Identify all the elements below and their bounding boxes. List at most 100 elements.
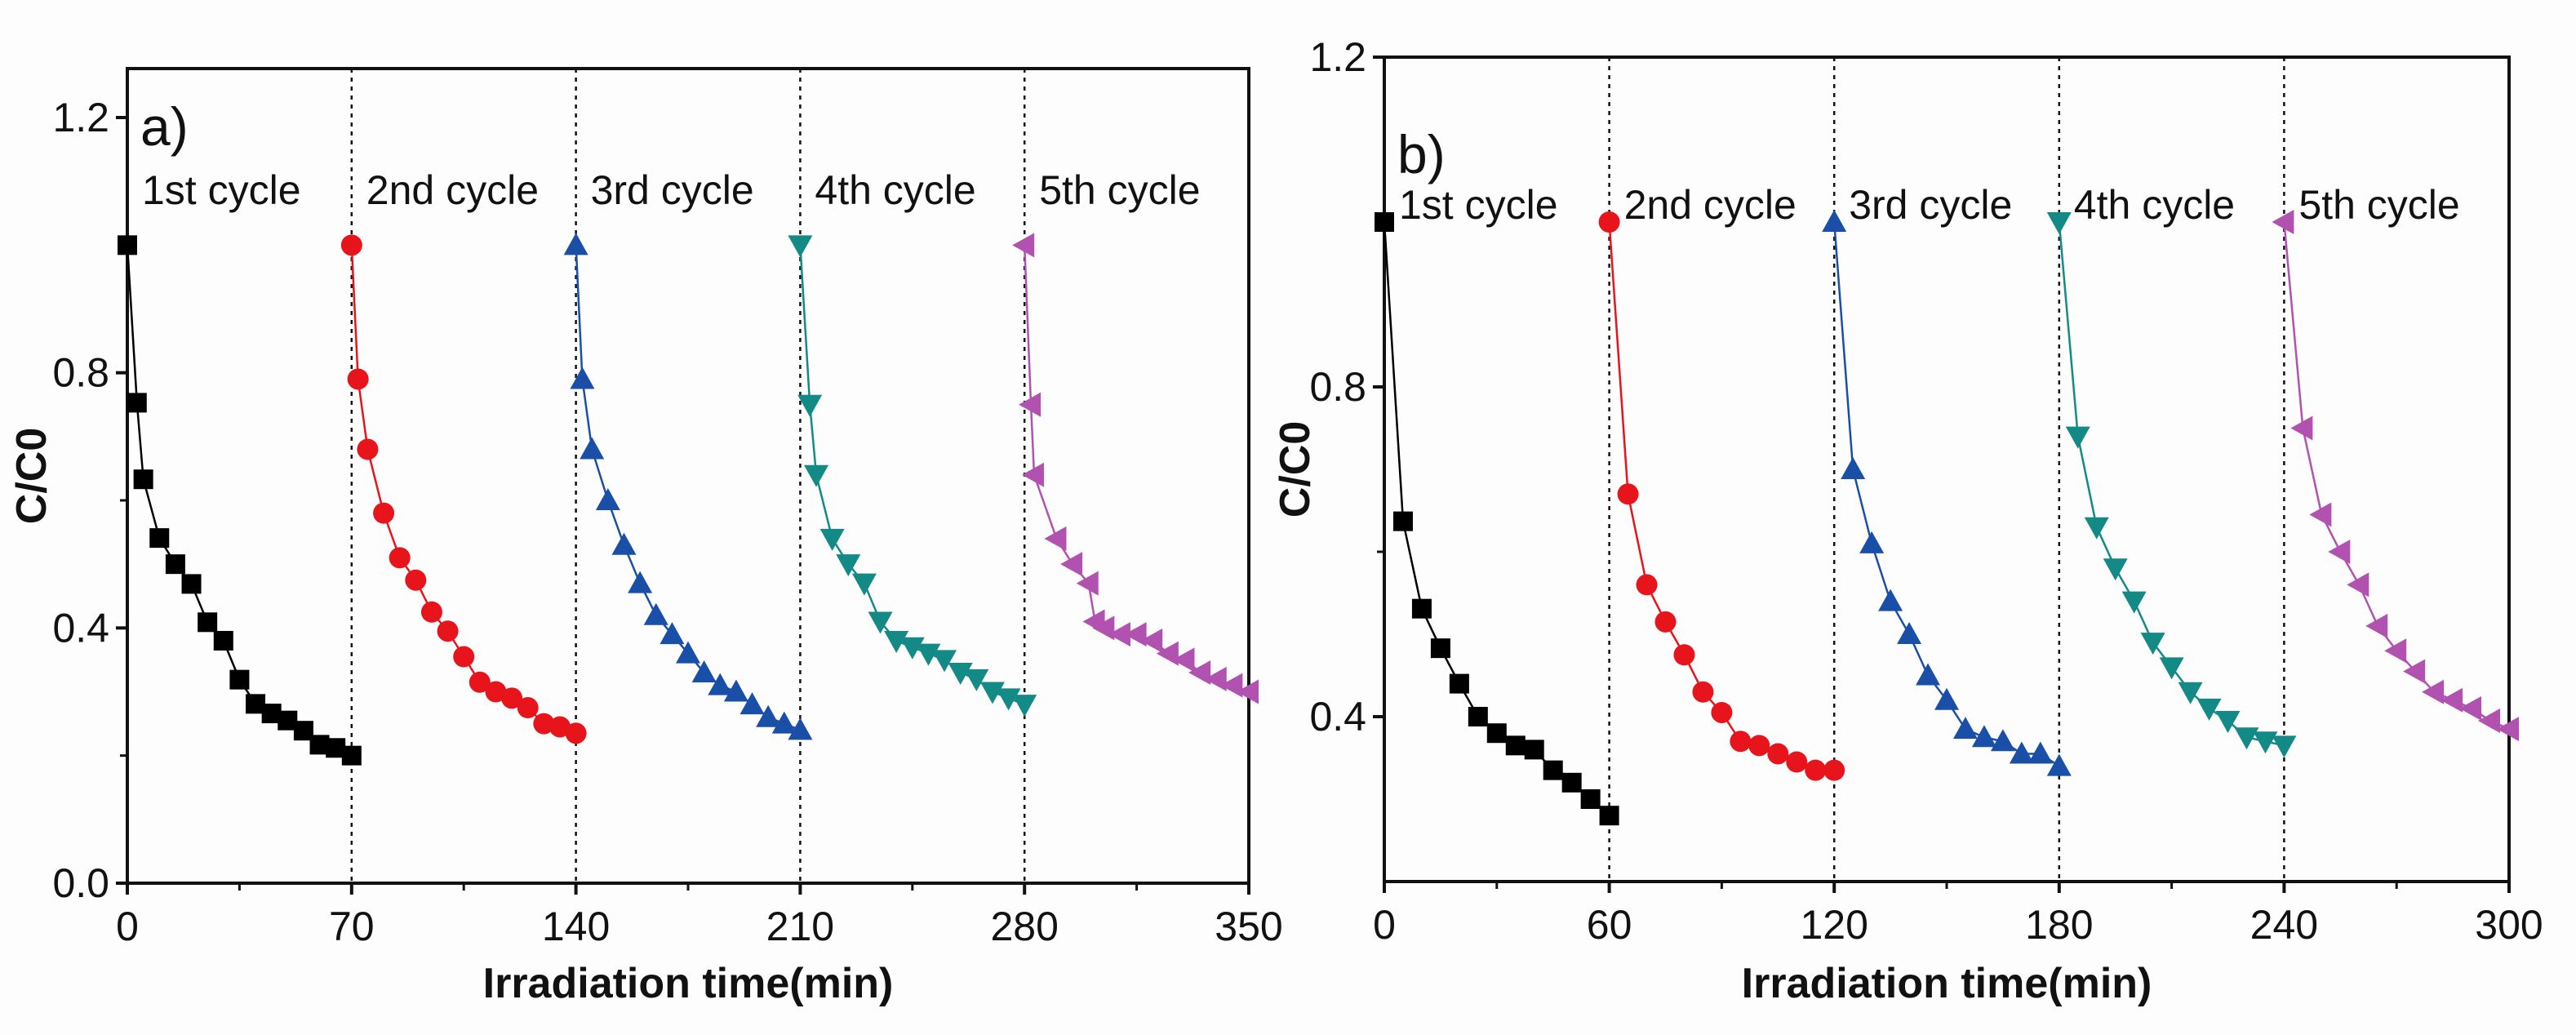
x-tick-label: 140 [542,904,610,949]
data-point-triangle-up [1934,687,1959,710]
y-tick-label: 1.2 [52,95,109,140]
y-tick-label: 0.4 [1309,694,1366,740]
data-point-triangle-up [708,673,733,695]
x-tick-label: 0 [1373,902,1396,948]
data-point-square [133,469,153,490]
data-point-triangle-up [691,660,717,683]
data-point-circle [1730,731,1752,753]
x-tick-label: 60 [1587,902,1632,948]
x-tick-label: 300 [2475,902,2543,948]
y-tick-label: 0.8 [52,350,109,396]
data-point-triangle-left [1140,628,1163,653]
data-point-triangle-down [804,464,829,487]
cycle-label: 2nd cycle [366,167,539,213]
data-point-triangle-down [2046,212,2072,234]
data-point-square [198,612,218,633]
data-point-square [341,745,362,766]
data-point-triangle-left [1076,571,1099,596]
series-4 [788,235,1037,717]
cycle-label: 3rd cycle [1849,182,2012,228]
y-tick-label: 1.2 [1309,34,1366,80]
data-point-triangle-up [1897,622,1922,644]
x-tick-label: 280 [990,904,1058,949]
data-point-triangle-down [2065,426,2090,449]
data-point-circle [533,713,555,735]
data-point-circle [1786,751,1808,773]
data-point-triangle-up [1990,729,2015,752]
x-tick-label: 240 [2250,902,2318,948]
panel-label: b) [1397,124,1446,184]
data-point-square [1543,760,1563,780]
data-point-circle [517,697,539,719]
data-point-circle [453,646,475,668]
cycle-label: 4th cycle [815,167,975,213]
x-axis-title: Irradiation time(min) [483,960,894,1007]
data-point-triangle-down [2103,558,2128,581]
series-line [799,245,1025,706]
data-point-square [1375,212,1394,232]
data-point-triangle-down [2159,657,2184,680]
series-2 [1598,211,1845,781]
x-tick-label: 120 [1800,902,1868,948]
data-point-circle [469,671,491,693]
data-point-triangle-down [819,528,845,551]
data-point-square [1524,740,1544,760]
data-point-square [229,669,250,690]
data-point-square [1580,789,1601,809]
data-point-circle [1636,574,1658,596]
data-point-triangle-left [1019,392,1042,417]
data-point-triangle-up [1859,531,1885,553]
data-point-square [181,574,202,594]
data-point-square [1449,673,1469,694]
series-line [1023,245,1250,693]
cycle-label: 5th cycle [1039,167,1200,213]
series-4 [2046,212,2297,758]
data-point-square [165,554,185,575]
plot-frame [1383,56,2511,883]
x-tick-label: 210 [766,904,834,949]
data-point-triangle-up [1822,210,1847,232]
data-point-triangle-down [2272,735,2297,758]
data-point-triangle-left [1044,526,1067,551]
series-3 [1822,210,2072,776]
data-point-triangle-down [996,688,1021,711]
data-point-square [1468,707,1488,726]
data-point-circle [1673,644,1695,666]
data-point-circle [1617,483,1639,505]
data-point-triangle-up [1952,717,1978,740]
data-point-circle [347,368,369,390]
data-point-triangle-down [2140,633,2165,655]
data-point-triangle-up [2027,741,2053,764]
data-point-triangle-down [2196,698,2222,721]
data-point-circle [1823,759,1845,781]
data-point-triangle-down [2215,711,2241,734]
data-point-square [1505,735,1526,756]
cycle-label: 5th cycle [2298,182,2459,228]
data-point-square [149,528,170,549]
data-point-triangle-down [948,663,973,686]
data-point-triangle-up [788,717,813,740]
data-point-triangle-down [899,637,925,660]
data-point-circle [1598,211,1620,233]
data-point-triangle-up [676,641,700,664]
data-point-square [1411,598,1432,619]
data-point-square [213,630,233,651]
data-point-triangle-down [916,643,941,666]
data-point-triangle-left [2441,687,2463,713]
x-tick-label: 70 [329,904,375,949]
data-point-triangle-left [2328,540,2351,564]
data-point-triangle-up [739,692,765,715]
data-point-triangle-up [580,437,605,460]
data-point-triangle-up [756,704,781,727]
data-point-triangle-down [932,650,957,673]
data-point-circle [1748,735,1770,757]
data-point-circle [485,681,507,703]
data-point-circle [1805,759,1827,781]
data-point-square [1561,772,1582,793]
data-point-triangle-left [2497,717,2519,742]
data-point-triangle-down [2234,727,2259,750]
data-point-triangle-down [868,611,893,634]
data-point-triangle-down [1012,695,1037,717]
data-point-triangle-up [1971,725,1996,748]
